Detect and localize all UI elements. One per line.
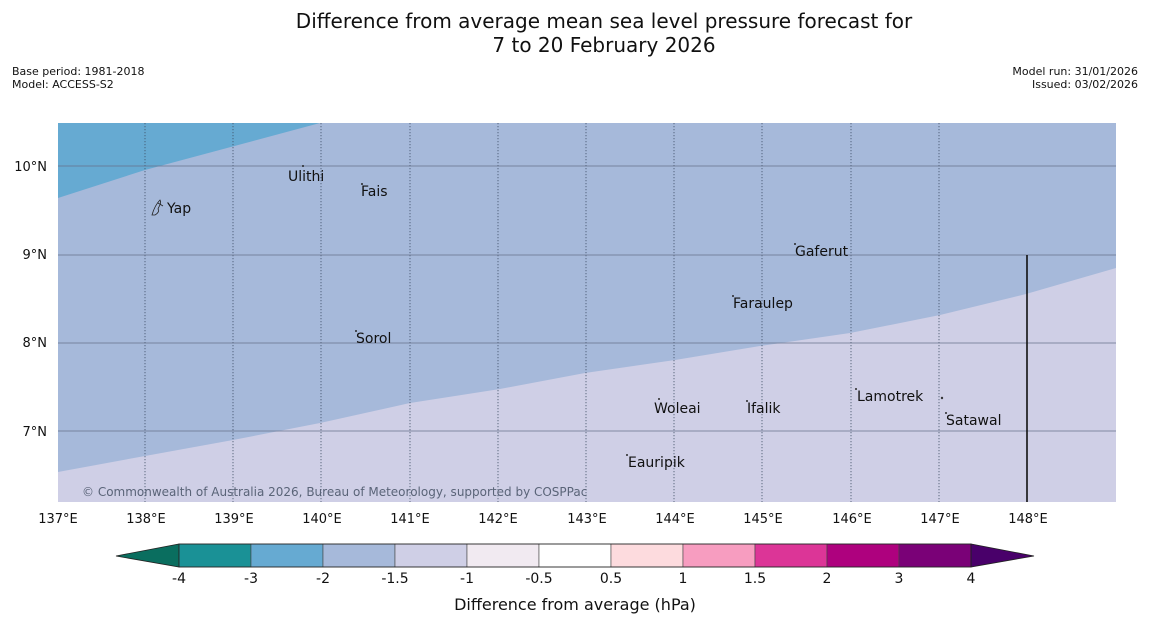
colorbar-bin-6: [610, 543, 684, 568]
anomaly-zone-minus-2: [58, 123, 1116, 472]
colorbar-bin-4: [466, 543, 540, 568]
cb-tick-6: 0.5: [600, 571, 622, 587]
colorbar-bin-5: [538, 543, 612, 568]
fais-dot: [360, 182, 363, 185]
colorbar-ticks: -4 -3 -2 -1.5 -1 -0.5 0.5 1 1.5 2 3 4: [172, 571, 976, 587]
colorbar-bin-10: [898, 543, 972, 568]
lat-axis-labels: 10°N 9°N 8°N 7°N: [14, 160, 47, 440]
cb-tick-7: 1: [679, 571, 688, 587]
lat-label-8n: 8°N: [23, 336, 48, 351]
sorol-dot: [354, 329, 357, 332]
lamotrek-east-dot: [940, 396, 944, 400]
title-line-1: Difference from average mean sea level p…: [295, 9, 913, 33]
place-label-eauripik: Eauripik: [628, 455, 686, 471]
colorbar-bin-3: [394, 543, 468, 568]
colorbar-bin-2: [322, 543, 396, 568]
cb-tick-10: 3: [895, 571, 904, 587]
cb-tick-3: -1.5: [381, 571, 408, 587]
colorbar-under-arrow: [115, 543, 180, 568]
model-run: Model run: 31/01/2026: [1012, 65, 1138, 78]
eauripik-dot: [626, 453, 629, 456]
cb-tick-4: -1: [460, 571, 474, 587]
lon-label-148: 148°E: [1008, 512, 1048, 527]
graticule: [144, 123, 940, 502]
ifalik-dot: [746, 399, 749, 402]
lon-label-141: 141°E: [390, 512, 430, 527]
colorbar-bin-9: [826, 543, 900, 568]
ulithi-dot: [301, 164, 304, 167]
place-label-lamotrek: Lamotrek: [857, 389, 924, 405]
place-label-faraulep: Faraulep: [733, 296, 793, 312]
copyright-notice: © Commonwealth of Australia 2026, Bureau…: [82, 485, 587, 499]
place-label-satawal: Satawal: [946, 413, 1001, 429]
woleai-dot: [658, 397, 661, 400]
lamotrek-dot: [855, 387, 858, 390]
lon-label-142: 142°E: [478, 512, 518, 527]
title-line-2: 7 to 20 February 2026: [492, 33, 716, 57]
cb-tick-11: 4: [967, 571, 976, 587]
yap-island-outline: [151, 199, 164, 216]
base-period: Base period: 1981-2018: [12, 65, 145, 78]
cb-tick-9: 2: [823, 571, 832, 587]
lon-label-144: 144°E: [655, 512, 695, 527]
satawal-dot: [945, 411, 948, 414]
meta-right: Model run: 31/01/2026 Issued: 03/02/2026: [1012, 65, 1138, 91]
cb-tick-2: -2: [316, 571, 330, 587]
colorbar: -4 -3 -2 -1.5 -1 -0.5 0.5 1 1.5 2 3 4 Di…: [115, 543, 1035, 614]
colorbar-bins: [178, 543, 972, 568]
lat-label-7n: 7°N: [23, 425, 48, 440]
map-title: Difference from average mean sea level p…: [0, 9, 1150, 57]
lon-label-143: 143°E: [567, 512, 607, 527]
lon-label-146: 146°E: [832, 512, 872, 527]
colorbar-label: Difference from average (hPa): [454, 595, 696, 614]
colorbar-bin-0: [178, 543, 252, 568]
place-label-yap: Yap: [166, 201, 191, 217]
lon-label-140: 140°E: [302, 512, 342, 527]
lon-axis-labels: 137°E 138°E 139°E 140°E 141°E 142°E 143°…: [38, 512, 1048, 527]
colorbar-over-arrow: [970, 543, 1035, 568]
island-marks: [151, 164, 948, 456]
gaferut-dot: [794, 242, 797, 245]
lon-label-145: 145°E: [743, 512, 783, 527]
colorbar-bin-7: [682, 543, 756, 568]
place-label-ifalik: Ifalik: [747, 401, 781, 417]
parallels: [58, 165, 1116, 432]
place-label-gaferut: Gaferut: [795, 244, 849, 260]
cb-tick-8: 1.5: [744, 571, 766, 587]
place-labels: Yap Ulithi Fais Gaferut Faraulep Sorol L…: [166, 169, 1001, 471]
cb-tick-1: -3: [244, 571, 258, 587]
lat-label-9n: 9°N: [23, 248, 48, 263]
model-name: Model: ACCESS-S2: [12, 78, 114, 91]
place-label-woleai: Woleai: [654, 401, 701, 417]
lon-label-138: 138°E: [126, 512, 166, 527]
place-label-sorol: Sorol: [356, 331, 391, 347]
lat-label-10n: 10°N: [14, 160, 47, 175]
colorbar-bin-8: [754, 543, 828, 568]
lon-label-147: 147°E: [920, 512, 960, 527]
cb-tick-0: -4: [172, 571, 186, 587]
place-label-ulithi: Ulithi: [288, 169, 324, 185]
lon-label-137: 137°E: [38, 512, 78, 527]
anomaly-zone-minus-3: [58, 123, 320, 198]
lon-label-139: 139°E: [214, 512, 254, 527]
colorbar-frame: [178, 543, 972, 568]
meta-left: Base period: 1981-2018 Model: ACCESS-S2: [12, 65, 144, 91]
colorbar-bin-1: [250, 543, 324, 568]
faraulep-dot: [732, 294, 735, 297]
issued-date: Issued: 03/02/2026: [1031, 78, 1138, 91]
cb-tick-5: -0.5: [525, 571, 552, 587]
place-label-fais: Fais: [361, 184, 388, 200]
